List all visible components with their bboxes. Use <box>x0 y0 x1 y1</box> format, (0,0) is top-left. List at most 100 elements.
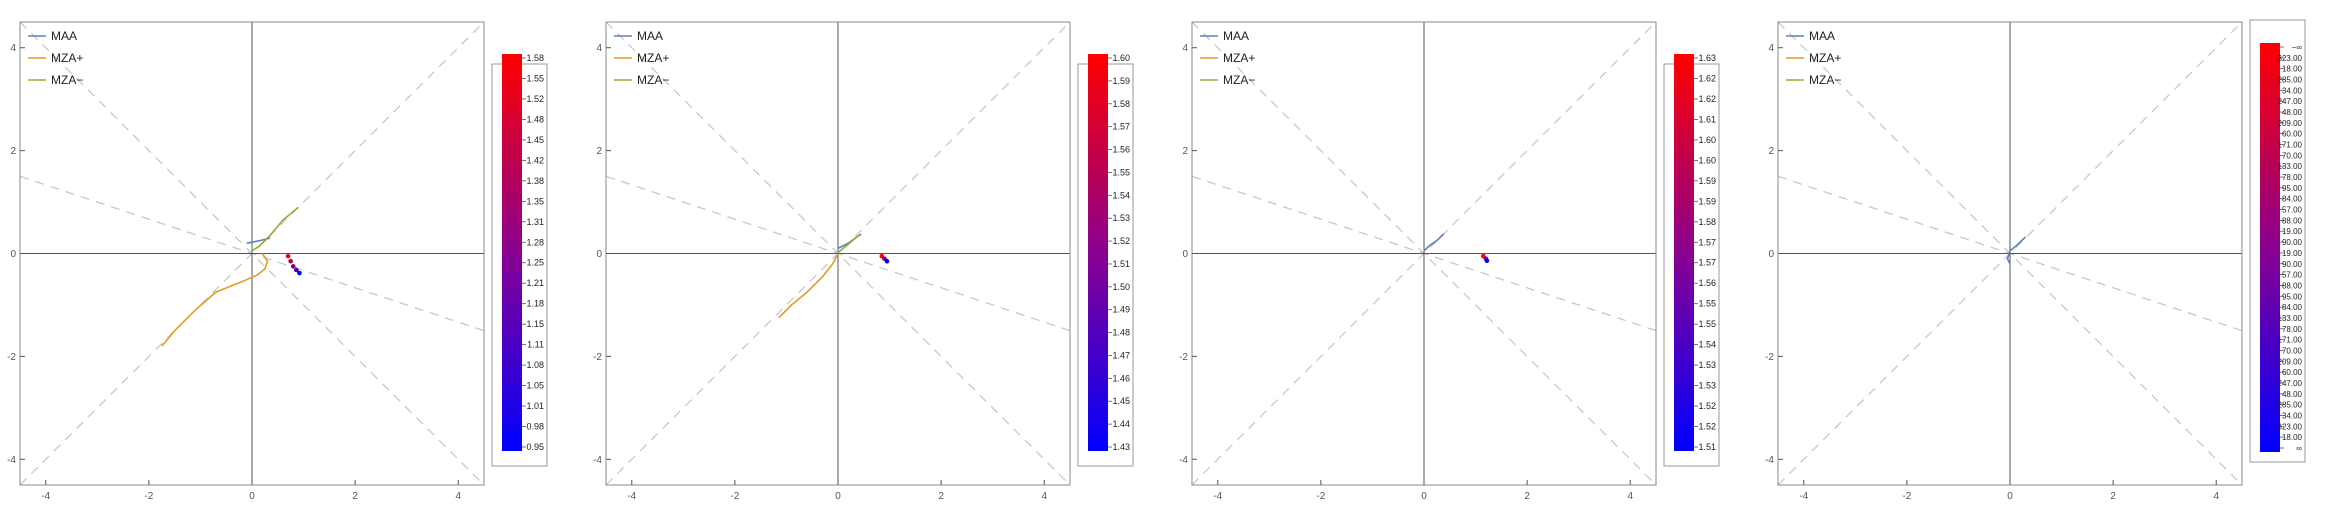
panel-4: -4 -2 0 2 4 4 2 0 -2 -4 MAA MZA+ MZA− −∞ 323.00 18.00 28… <box>1765 19 2306 502</box>
colorbar-gradient <box>502 54 522 451</box>
legend-label: MAA <box>637 29 663 43</box>
y-tick-label: -4 <box>593 455 602 466</box>
y-tick-label: 4 <box>1182 43 1188 54</box>
colorbar-label: 1.47 <box>1112 350 1130 360</box>
colorbar-label: 60.00 <box>2282 130 2303 139</box>
y-tick-label: 4 <box>596 43 602 54</box>
series-line-mza-minus <box>251 206 299 252</box>
colorbar-label: 1.55 <box>526 73 544 83</box>
colorbar-label: 1.28 <box>526 237 544 247</box>
colorbar-label: 1.58 <box>1112 99 1130 109</box>
colorbar-label: 1.58 <box>526 53 544 63</box>
colorbar-label: 1.59 <box>1112 76 1130 86</box>
x-tick-label: 4 <box>1041 491 1047 502</box>
y-tick-label: 2 <box>10 146 16 157</box>
legend-label: MZA+ <box>637 51 669 65</box>
colorbar-label: 1.54 <box>1698 340 1716 350</box>
colorbar-label: 1.18 <box>526 299 544 309</box>
legend: MAA MZA+ MZA− <box>1786 29 1841 87</box>
y-tick-label: 2 <box>1182 146 1188 157</box>
colorbar-label: 78.00 <box>2282 173 2303 182</box>
colorbar-label: 0.95 <box>526 442 544 452</box>
colorbar-label: 1.52 <box>1112 236 1130 246</box>
colorbar-label: 1.08 <box>526 360 544 370</box>
legend-label: MZA− <box>51 73 83 87</box>
colorbar-label: 247.00 <box>2278 97 2303 106</box>
x-tick-label: -2 <box>144 491 153 502</box>
legend-label: MAA <box>51 29 77 43</box>
series-line-maa <box>2006 236 2027 265</box>
colorbar-label: 90.00 <box>2282 260 2303 269</box>
colorbar-label: 57.00 <box>2282 206 2303 215</box>
colorbar-label: 19.00 <box>2282 249 2303 258</box>
colorbar-label: 1.59 <box>1698 196 1716 206</box>
colorbar-label: 1.59 <box>1698 176 1716 186</box>
x-tick-label: -2 <box>1902 491 1911 502</box>
colorbar-label: 1.62 <box>1698 94 1716 104</box>
colorbar-label: 1.52 <box>1698 401 1716 411</box>
y-tick-label: -4 <box>7 455 16 466</box>
colorbar-label: 1.57 <box>1698 237 1716 247</box>
colorbar-label: 95.00 <box>2282 184 2303 193</box>
colorbar-label: 19.00 <box>2282 227 2303 236</box>
colorbar-label: 1.52 <box>1698 422 1716 432</box>
colorbar-label: 1.56 <box>1698 278 1716 288</box>
colorbar-label: 84.00 <box>2282 303 2303 312</box>
colorbar-label: 1.48 <box>526 114 544 124</box>
legend-label: MAA <box>1223 29 1249 43</box>
panel-1: -4 -2 0 2 4 4 2 0 -2 -4 MAA MZA+ MZA− 1.58 1.55 1.52 1.4… <box>7 21 548 502</box>
legend-label: MZA+ <box>51 51 83 65</box>
colorbar-label: 84.00 <box>2282 195 2303 204</box>
colorbar-label: 34.00 <box>2282 86 2303 95</box>
colorbar-label: 1.52 <box>526 94 544 104</box>
colorbar-label: 70.00 <box>2282 346 2303 355</box>
colorbar-label: 1.51 <box>1698 442 1716 452</box>
x-tick-label: 4 <box>1627 491 1633 502</box>
colorbar-label: 171.00 <box>2278 336 2303 345</box>
colorbar-gradient <box>1674 54 1694 451</box>
colorbar-label: 1.48 <box>1112 328 1130 338</box>
colorbar: 1.63 1.62 1.62 1.61 1.60 1.60 1.59 1.59 1.58 1.57… <box>1663 53 1720 467</box>
legend-label: MZA+ <box>1809 51 1841 65</box>
colorbar-label: 1.51 <box>1112 259 1130 269</box>
colorbar-label: 209.00 <box>2278 119 2303 128</box>
colorbar-label: 285.00 <box>2278 76 2303 85</box>
colorbar-label: 1.57 <box>1698 258 1716 268</box>
colorbar: 1.60 1.59 1.58 1.57 1.56 1.55 1.54 1.53 1.52 1.51… <box>1077 53 1134 467</box>
colorbar-label: 1.49 <box>1112 305 1130 315</box>
y-tick-label: -2 <box>1179 352 1188 363</box>
colorbar-label: 1.50 <box>1112 282 1130 292</box>
colorbar-label: 171.00 <box>2278 141 2303 150</box>
colorbar-label: 18.00 <box>2282 433 2303 442</box>
trail-point <box>288 258 293 264</box>
colorbar-label: 323.00 <box>2278 422 2303 431</box>
trail-point <box>297 270 302 276</box>
colorbar-label: 1.53 <box>1112 213 1130 223</box>
colorbar-label: 247.00 <box>2278 379 2303 388</box>
colorbar-label: 1.21 <box>526 278 544 288</box>
x-tick-label: 0 <box>835 491 841 502</box>
x-tick-label: -2 <box>730 491 739 502</box>
colorbar-label: 209.00 <box>2278 357 2303 366</box>
colorbar-label: 1.35 <box>526 196 544 206</box>
colorbar-label: 88.00 <box>2282 216 2303 225</box>
legend-label: MZA− <box>1809 73 1841 87</box>
colorbar-label: 1.60 <box>1698 135 1716 145</box>
colorbar-label: 285.00 <box>2278 401 2303 410</box>
colorbar-label: 70.00 <box>2282 151 2303 160</box>
colorbar-label: 1.45 <box>1112 396 1130 406</box>
colorbar-label: 1.58 <box>1698 217 1716 227</box>
trail-point <box>294 267 299 273</box>
trail-point <box>1484 258 1490 264</box>
x-tick-label: 0 <box>1421 491 1427 502</box>
colorbar-label: 1.38 <box>526 176 544 186</box>
colorbar-label: 1.57 <box>1112 122 1130 132</box>
colorbar-label: 1.55 <box>1112 167 1130 177</box>
colorbar-label: 1.11 <box>527 340 544 350</box>
legend-label: MAA <box>1809 29 1835 43</box>
colorbar-label: 18.00 <box>2282 65 2303 74</box>
colorbar-label: 90.00 <box>2282 238 2303 247</box>
colorbar-label: 48.00 <box>2282 390 2303 399</box>
colorbar-label: 1.55 <box>1698 319 1716 329</box>
